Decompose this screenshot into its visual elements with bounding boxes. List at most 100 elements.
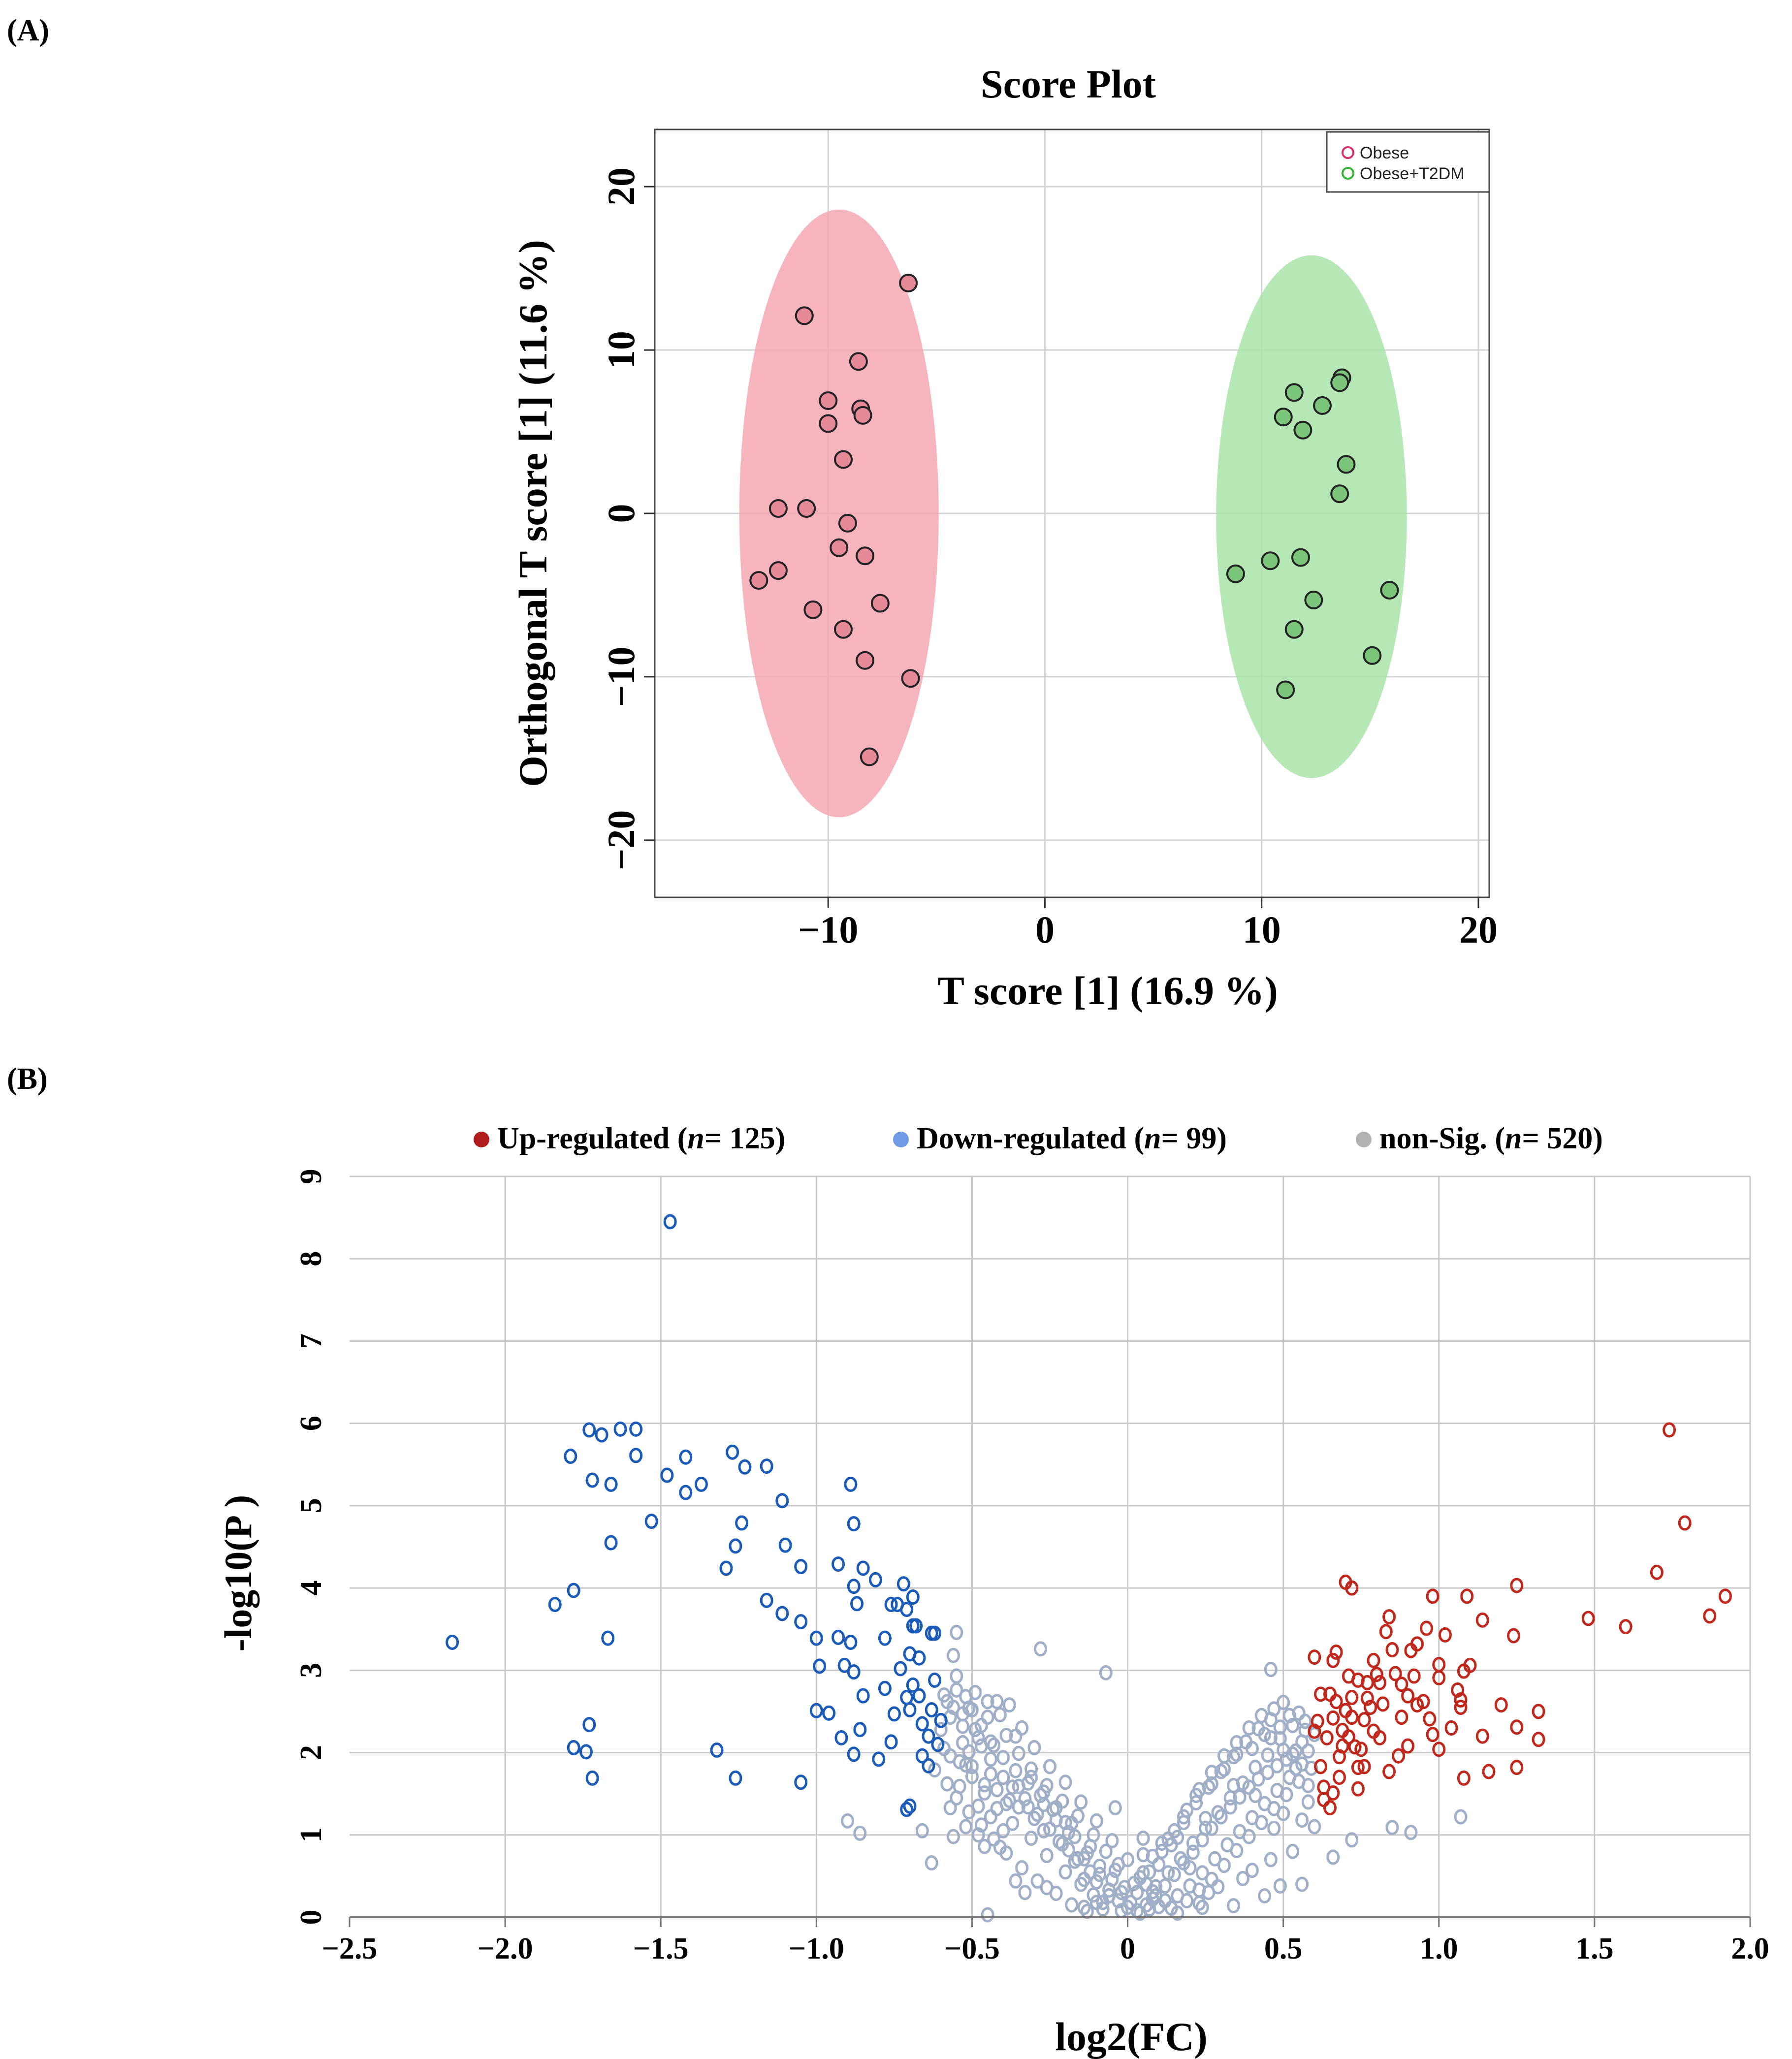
volcano-point [1230,1843,1244,1859]
volcano-point [915,1823,929,1838]
volcano-point [1099,1843,1113,1859]
volcano-point [894,1661,907,1677]
score-plot-ellipse [1216,255,1407,778]
volcano-point [794,1559,808,1575]
volcano-point [601,1630,615,1646]
volcano-point [1295,1876,1309,1892]
volcano-point [1326,1849,1340,1865]
volcano-point [567,1740,580,1756]
volcano-point [1323,1686,1337,1702]
volcano-point [1171,1905,1184,1921]
volcano-point [1289,1760,1303,1776]
volcano-point [1277,1695,1290,1711]
volcano-point [956,1718,969,1734]
legend-up-name: Up-regulated [497,1122,670,1155]
volcano-point [1254,1815,1268,1831]
volcano-point [775,1606,789,1621]
score-plot-x-axis-title: T score [1] (16.9 %) [937,968,1278,1013]
volcano-point [1382,1609,1396,1625]
volcano-point [968,1684,982,1700]
volcano-point [834,1730,848,1745]
volcano-point [996,1823,1010,1838]
volcano-point [613,1421,627,1437]
volcano-point [1056,1836,1069,1852]
volcano-point [1264,1662,1278,1678]
volcano-point [922,1758,935,1774]
volcano-point [934,1712,948,1728]
score-plot-point [1330,484,1349,504]
volcano-point [1463,1657,1477,1673]
volcano-point [1401,1738,1415,1754]
volcano-point [1192,1782,1206,1798]
volcano-point [925,1702,938,1718]
legend-up-open: ( [677,1122,688,1155]
volcano-point [729,1538,742,1554]
volcano-point [1273,1878,1287,1894]
volcano-point [1018,1791,1032,1806]
legend-nonsig-name: non-Sig. [1379,1122,1487,1155]
volcano-point [903,1702,917,1718]
volcano-point [1351,1760,1365,1775]
volcano-point [1071,1808,1085,1824]
volcano-point [1180,1893,1194,1909]
volcano-point [1077,1851,1091,1867]
volcano-point [981,1907,994,1923]
legend-nonsig-n: n [1505,1122,1522,1155]
volcano-y-tick-label: 2 [294,1745,328,1760]
score-plot-point [803,600,823,619]
volcano-point [837,1657,851,1673]
volcano-point [956,1735,969,1750]
volcano-point [1236,1870,1249,1886]
volcano-point [1351,1672,1365,1688]
volcano-point [1357,1759,1371,1774]
volcano-point [1037,1823,1051,1838]
volcano-point [1136,1830,1150,1846]
score-plot-points [749,274,1399,766]
volcano-point [1043,1759,1056,1774]
volcano-x-tick-label: 0 [1120,1932,1135,1965]
volcano-point [809,1630,823,1646]
volcano-y-tick-label: 5 [294,1498,328,1513]
volcano-point [1314,1686,1328,1702]
volcano-point [1270,1758,1284,1774]
volcano-point [1404,1643,1418,1658]
volcano-point [1024,1770,1038,1785]
legend-label-obese-t2dm: Obese+T2DM [1360,164,1465,183]
volcano-point [1401,1688,1415,1704]
volcano-point [564,1449,577,1464]
volcano-point [604,1535,618,1551]
volcano-plot-chart: Up-regulated (n= 125) Down-regulated (n=… [217,1122,1769,2059]
volcano-point [1261,1765,1275,1780]
volcano-point [925,1855,938,1871]
volcano-point [1376,1696,1390,1712]
score-plot-point [1261,551,1280,570]
volcano-point [900,1690,914,1706]
volcano-point [1146,1891,1159,1907]
volcano-point [1155,1843,1169,1859]
volcano-point [1084,1838,1097,1854]
volcano-point [1205,1871,1218,1887]
volcano-point [1370,1667,1383,1682]
volcano-point [832,1629,845,1645]
volcano-point [1242,1829,1256,1844]
volcano-point [1105,1833,1119,1848]
volcano-point [1183,1860,1197,1876]
volcano-point [760,1458,773,1474]
volcano-point [1040,1848,1054,1864]
volcano-point [1102,1888,1116,1904]
volcano-point [1211,1805,1225,1821]
volcano-point [775,1493,789,1509]
volcano-point [809,1703,823,1718]
volcano-point [853,1825,867,1841]
volcano-x-tick-label: −2.5 [322,1932,378,1965]
volcano-point [1217,1748,1231,1764]
volcano-point [906,1677,920,1693]
volcano-point [1373,1675,1387,1690]
legend-label-obese: Obese [1360,144,1409,162]
volcano-point [1018,1885,1032,1901]
volcano-plot-y-axis-title: -log10(P ) [217,1495,259,1651]
volcano-point [868,1572,882,1587]
legend-marker-obese-t2dm [1342,167,1354,180]
volcano-point [915,1716,929,1732]
score-plot-y-tick-label: −10 [600,647,642,707]
